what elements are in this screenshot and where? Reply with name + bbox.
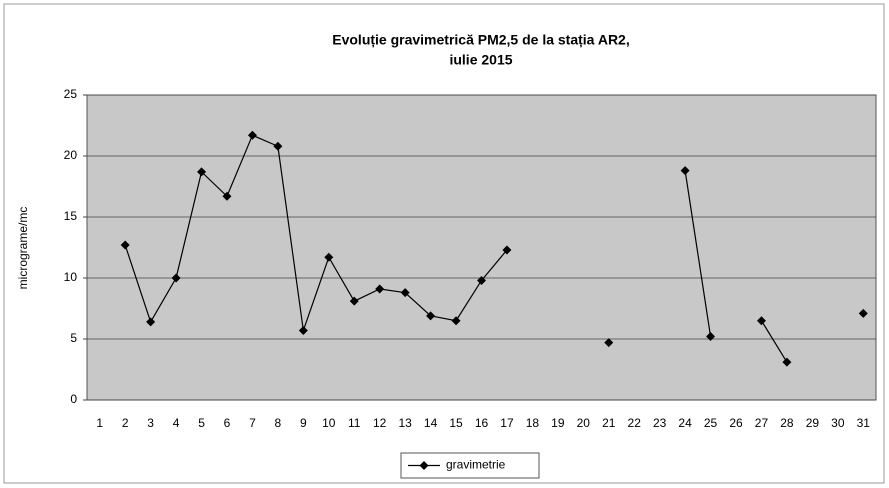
data-point bbox=[604, 338, 614, 348]
x-tick-label: 22 bbox=[628, 416, 642, 430]
x-tick-label: 21 bbox=[602, 416, 616, 430]
x-tick-label: 20 bbox=[577, 416, 591, 430]
chart-title: Evoluție gravimetrică PM2,5 de la stația… bbox=[332, 32, 630, 48]
x-tick-label: 18 bbox=[526, 416, 540, 430]
legend-label: gravimetrie bbox=[446, 458, 506, 472]
data-point bbox=[349, 296, 359, 306]
x-tick-label: 19 bbox=[551, 416, 565, 430]
chart-subtitle: iulie 2015 bbox=[449, 52, 512, 68]
x-tick-label: 29 bbox=[806, 416, 820, 430]
data-point bbox=[273, 141, 283, 151]
data-point bbox=[171, 273, 181, 283]
data-point bbox=[324, 252, 334, 262]
x-tick-label: 10 bbox=[322, 416, 336, 430]
x-tick-label: 8 bbox=[275, 416, 282, 430]
x-tick-label: 3 bbox=[147, 416, 154, 430]
y-tick-label: 5 bbox=[70, 331, 77, 345]
data-point bbox=[146, 317, 156, 327]
x-tick-label: 16 bbox=[475, 416, 489, 430]
x-tick-label: 1 bbox=[96, 416, 103, 430]
y-tick-label: 20 bbox=[64, 148, 78, 162]
x-tick-label: 6 bbox=[224, 416, 231, 430]
x-tick-label: 9 bbox=[300, 416, 307, 430]
x-tick-label: 4 bbox=[173, 416, 180, 430]
data-point bbox=[426, 311, 436, 321]
x-tick-label: 24 bbox=[678, 416, 692, 430]
data-point bbox=[502, 245, 512, 255]
y-axis-label: micrograme/mc bbox=[16, 207, 30, 290]
y-tick-label: 10 bbox=[64, 270, 78, 284]
data-point bbox=[298, 325, 308, 335]
x-tick-label: 14 bbox=[424, 416, 438, 430]
x-tick-label: 7 bbox=[249, 416, 256, 430]
x-tick-label: 31 bbox=[857, 416, 871, 430]
data-point bbox=[782, 357, 792, 367]
data-point bbox=[197, 167, 207, 177]
x-tick-label: 13 bbox=[398, 416, 412, 430]
plot-area bbox=[86, 94, 877, 401]
x-tick-label: 15 bbox=[449, 416, 463, 430]
data-point bbox=[706, 332, 716, 342]
y-tick-label: 15 bbox=[64, 209, 78, 223]
x-tick-label: 5 bbox=[198, 416, 205, 430]
data-point bbox=[120, 240, 130, 250]
y-tick-label: 25 bbox=[64, 87, 78, 101]
data-point bbox=[400, 288, 410, 298]
y-tick-label: 0 bbox=[70, 392, 77, 406]
x-tick-label: 25 bbox=[704, 416, 718, 430]
x-tick-label: 27 bbox=[755, 416, 769, 430]
data-point bbox=[247, 130, 257, 140]
data-point bbox=[222, 191, 232, 201]
data-point bbox=[451, 316, 461, 326]
x-tick-label: 26 bbox=[729, 416, 743, 430]
x-tick-label: 12 bbox=[373, 416, 387, 430]
x-tick-label: 11 bbox=[348, 416, 361, 430]
data-point bbox=[858, 308, 868, 318]
x-tick-label: 30 bbox=[831, 416, 845, 430]
x-tick-label: 23 bbox=[653, 416, 667, 430]
data-point bbox=[756, 316, 766, 326]
x-tick-label: 2 bbox=[122, 416, 129, 430]
x-tick-label: 28 bbox=[780, 416, 794, 430]
data-point bbox=[375, 284, 385, 294]
data-point bbox=[477, 275, 486, 285]
x-tick-label: 17 bbox=[500, 416, 514, 430]
legend-marker bbox=[419, 461, 429, 470]
data-point bbox=[680, 166, 690, 176]
